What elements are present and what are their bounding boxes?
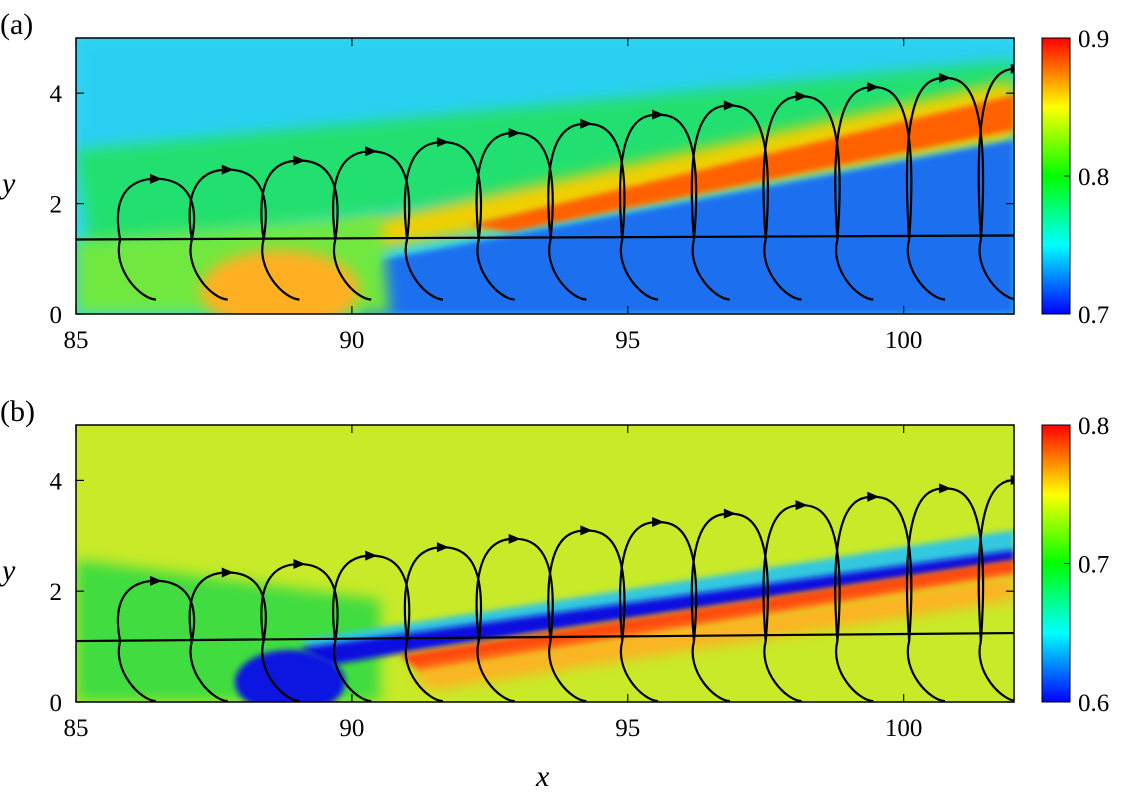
streamline-lower-arc	[476, 640, 515, 702]
streamline-lower-arc	[189, 239, 228, 301]
streamline-arrow	[867, 82, 880, 93]
field-a-red-band	[470, 95, 1014, 232]
streamline-arrow	[723, 508, 736, 519]
x-tick-label: 90	[339, 327, 364, 354]
streamline-centerline	[76, 631, 1014, 643]
streamline-arrow	[939, 72, 952, 83]
colorbar-tick-label: 0.7	[1078, 302, 1109, 329]
streamline-lower-arc	[189, 640, 228, 702]
streamline-arrow	[365, 550, 378, 561]
streamline-arrow	[652, 517, 665, 528]
x-tick-label: 100	[885, 327, 923, 354]
streamline-lower-arc	[906, 640, 946, 702]
field-b	[76, 425, 1014, 702]
y-axis-label-a: y	[0, 167, 16, 200]
streamline-arrow	[221, 567, 234, 578]
x-tick-label: 100	[885, 715, 923, 742]
streamline-arrow	[293, 155, 306, 166]
streamline-lower-arc	[906, 239, 946, 301]
streamline-arrow	[795, 500, 808, 511]
panel-label-b: (b)	[0, 395, 35, 428]
streamline-lower-arc	[691, 640, 730, 702]
x-tick-label: 95	[615, 327, 640, 354]
field-b-blue-spot	[235, 650, 345, 702]
streamline-arrow	[580, 118, 593, 129]
colorbar-tick-label: 0.9	[1078, 26, 1109, 53]
x-tick-label: 95	[615, 715, 640, 742]
streamline-arrow	[508, 533, 521, 544]
streamline-lower-arc	[978, 640, 1014, 702]
streamline-arrow	[508, 127, 521, 138]
y-tick-label: 0	[50, 690, 63, 717]
streamline-lower-arc	[332, 640, 372, 702]
field-a-yellow-band	[330, 80, 1014, 250]
streamline-arrow	[436, 542, 449, 553]
streamline-arrow	[150, 575, 163, 586]
streamline-arrow	[795, 91, 808, 102]
streamline-lower-arc	[117, 239, 157, 301]
x-tick-label: 85	[64, 715, 89, 742]
field-b-orange-band	[410, 575, 1014, 690]
streamline-arrow	[150, 173, 163, 184]
streamline-lower-arc	[763, 239, 802, 301]
streamline-lower-arc	[117, 640, 157, 702]
streamline-arrow	[723, 100, 736, 111]
frame-b	[75, 424, 1015, 703]
colorbar-tick-label: 0.7	[1078, 552, 1109, 579]
streamline-lower-arc	[261, 640, 300, 702]
streamlines-a	[76, 63, 1014, 301]
panel-a: 85 90 95 100 0 2 4 (a) y 0.7 0.8 0.9	[0, 8, 1109, 354]
y-tick-label: 4	[50, 81, 63, 108]
colorbar-tick-label: 0.6	[1078, 690, 1109, 717]
field-b-red-band	[400, 560, 1014, 672]
x-tick-label: 85	[64, 327, 89, 354]
streamline-lower-arc	[404, 640, 444, 702]
x-tick-label: 90	[339, 715, 364, 742]
panel-label-a: (a)	[0, 8, 33, 41]
streamline-lower-arc	[548, 239, 587, 301]
streamline-lower-arc	[691, 239, 730, 301]
streamline-arrow	[1010, 63, 1014, 74]
streamline-lower-arc	[763, 640, 802, 702]
streamline-arrow	[365, 146, 378, 157]
streamline-arrow	[436, 137, 449, 148]
panel-b: 85 90 95 100 0 2 4 (b) y x 0.6 0.7 0.8	[0, 395, 1109, 793]
streamline-lower-arc	[404, 239, 444, 301]
y-tick-label: 2	[50, 192, 63, 219]
colorbar-tick-label: 0.8	[1078, 413, 1109, 440]
streamline-lower-arc	[978, 239, 1014, 301]
streamline-lower-arc	[619, 640, 659, 702]
streamline-arrow	[939, 483, 952, 494]
x-axis-label: x	[535, 760, 550, 793]
field-a-warm-spot	[200, 250, 360, 314]
y-tick-label: 0	[50, 302, 63, 329]
streamlines-b	[76, 474, 1014, 702]
streamline-upper-arc	[977, 475, 1014, 642]
field-a-blue-region	[360, 140, 1014, 314]
streamline-lower-arc	[332, 239, 372, 301]
streamline-lower-arc	[261, 239, 300, 301]
streamline-arrow	[221, 164, 234, 175]
colorbar-tick-label: 0.8	[1078, 164, 1109, 191]
streamline-arrow	[580, 525, 593, 536]
y-tick-label: 2	[50, 579, 63, 606]
y-tick-label: 4	[50, 468, 63, 495]
frame-a	[75, 37, 1015, 315]
y-axis-label-b: y	[0, 554, 16, 587]
streamline-arrow	[652, 109, 665, 120]
streamline-lower-arc	[834, 239, 874, 301]
streamline-lower-arc	[548, 640, 587, 702]
streamline-arrow	[293, 559, 306, 570]
streamline-arrow	[867, 491, 880, 502]
colorbar-b	[1041, 424, 1071, 703]
streamline-lower-arc	[834, 640, 874, 702]
streamline-lower-arc	[619, 239, 659, 301]
streamline-upper-arc	[977, 64, 1014, 240]
streamline-lower-arc	[476, 239, 515, 301]
streamline-centerline	[76, 234, 1014, 241]
field-a	[76, 38, 1014, 314]
